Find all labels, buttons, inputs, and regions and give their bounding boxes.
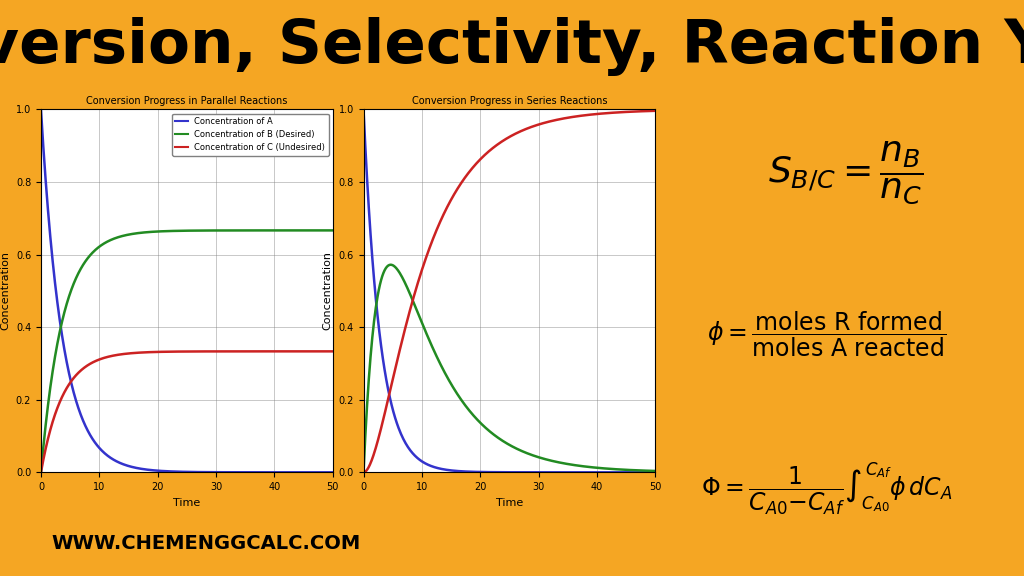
Legend: Concentration of A, Concentration of B (Desired), Concentration of C (Undesired): Concentration of A, Concentration of B (… — [172, 113, 329, 156]
Text: Conversion, Selectivity, Reaction Yield: Conversion, Selectivity, Reaction Yield — [0, 17, 1024, 76]
X-axis label: Time: Time — [496, 498, 523, 507]
Text: $\Phi = \dfrac{1}{C_{A0}{-}C_{Af}} \int_{C_{A0}}^{C_{Af}} \phi\, dC_A$: $\Phi = \dfrac{1}{C_{A0}{-}C_{Af}} \int_… — [701, 460, 952, 517]
Title: Conversion Progress in Series Reactions: Conversion Progress in Series Reactions — [412, 96, 607, 106]
Text: $S_{B/C} = \dfrac{n_B}{n_C}$: $S_{B/C} = \dfrac{n_B}{n_C}$ — [768, 139, 923, 206]
Text: $\phi = \dfrac{\mathrm{moles\ R\ formed}}{\mathrm{moles\ A\ reacted}}$: $\phi = \dfrac{\mathrm{moles\ R\ formed}… — [708, 309, 946, 359]
Y-axis label: Concentration: Concentration — [323, 251, 333, 331]
Text: WWW.CHEMENGGCALC.COM: WWW.CHEMENGGCALC.COM — [51, 534, 360, 553]
Y-axis label: Concentration: Concentration — [0, 251, 10, 331]
Title: Conversion Progress in Parallel Reactions: Conversion Progress in Parallel Reaction… — [86, 96, 288, 106]
X-axis label: Time: Time — [173, 498, 201, 507]
